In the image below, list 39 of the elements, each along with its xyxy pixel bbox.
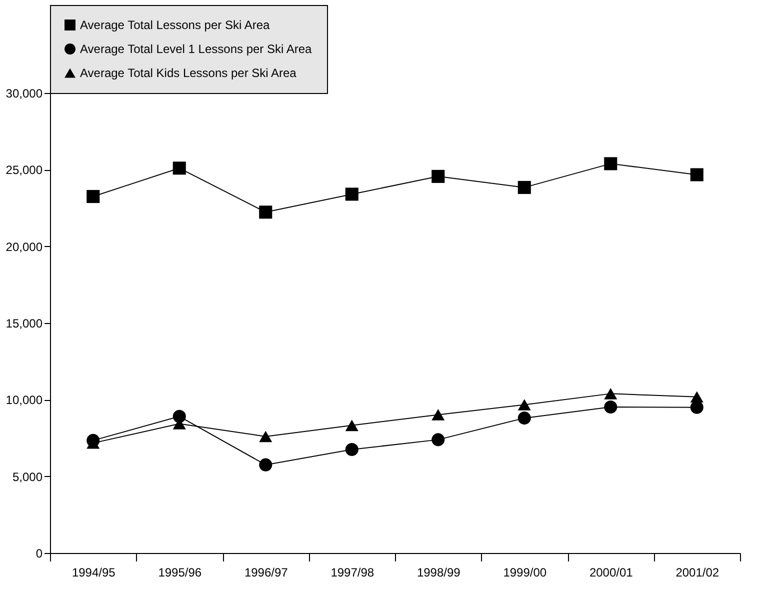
legend-label: Average Total Kids Lessons per Ski Area — [80, 66, 297, 80]
point — [86, 190, 100, 204]
x-tick-label: 1998/99 — [416, 566, 461, 580]
x-tick-label: 2001/02 — [676, 566, 720, 580]
point — [432, 409, 445, 420]
point — [518, 399, 531, 410]
x-tick-label: 1994/95 — [72, 566, 116, 580]
y-tick-label: 20,000 — [6, 240, 43, 254]
y-tick-label: 25,000 — [6, 163, 43, 178]
x-tick-label: 1995/96 — [158, 566, 202, 580]
point — [172, 162, 186, 175]
point — [690, 400, 704, 414]
point — [604, 400, 618, 414]
x-tick-label: 2000/01 — [589, 566, 634, 580]
x-tick-label: 1999/00 — [503, 566, 547, 580]
point — [259, 430, 272, 442]
x-tick-label: 1997/98 — [330, 566, 374, 580]
point — [690, 391, 704, 403]
point — [518, 180, 531, 194]
legend-label: Average Total Lessons per Ski Area — [80, 18, 270, 32]
point — [345, 442, 358, 456]
y-tick-label: 5,000 — [12, 470, 43, 484]
legend-label: Average Total Level 1 Lessons per Ski Area — [80, 42, 312, 56]
y-tick-label: 30,000 — [6, 86, 43, 100]
point — [259, 206, 272, 219]
y-tick-label: 10,000 — [6, 393, 43, 408]
x-tick-label: 1996/97 — [244, 566, 288, 580]
point — [432, 433, 445, 446]
point — [690, 168, 704, 182]
point — [259, 458, 272, 472]
point — [604, 388, 618, 400]
point — [604, 157, 618, 170]
point — [345, 188, 358, 201]
y-tick-label: 0 — [36, 546, 43, 560]
point — [345, 420, 358, 432]
point — [172, 410, 186, 423]
point — [432, 170, 445, 183]
y-tick-label: 15,000 — [6, 316, 43, 330]
point — [518, 412, 531, 425]
